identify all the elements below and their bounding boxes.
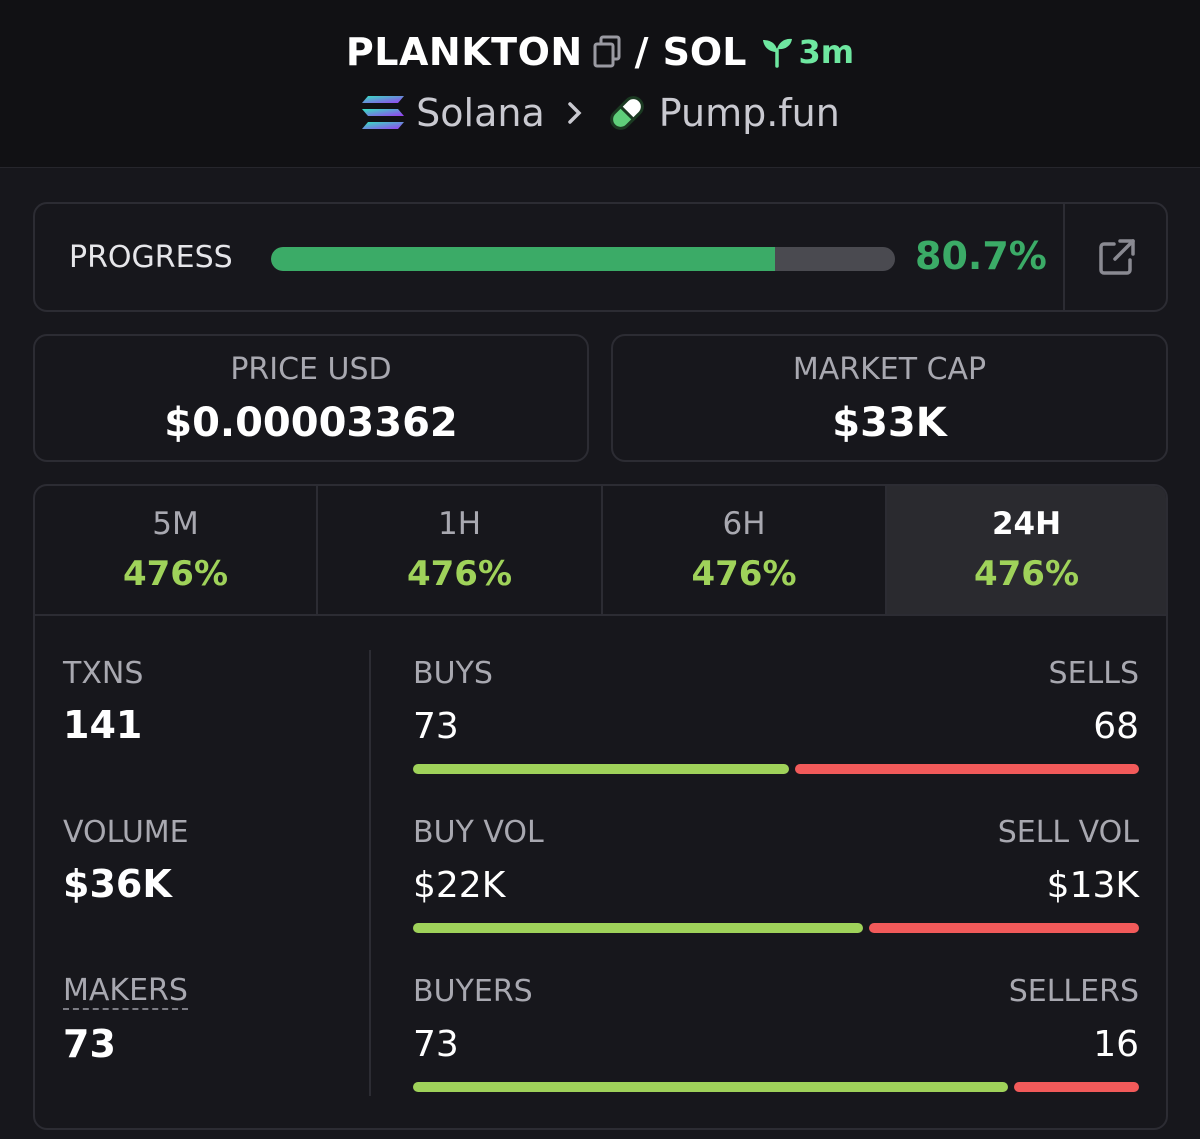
sell-bar <box>869 923 1139 933</box>
solana-logo-icon <box>360 94 406 132</box>
pair-age: 3m <box>760 33 854 71</box>
pair-separator: / <box>634 30 649 74</box>
tab-change: 476% <box>406 554 513 594</box>
volume-metric: VOLUME $36K <box>63 815 189 906</box>
makers-label[interactable]: MAKERS <box>63 973 188 1010</box>
tab-change: 476% <box>691 554 797 594</box>
volume-value: $36K <box>63 862 172 906</box>
price-usd-label: PRICE USD <box>230 352 392 387</box>
timeframe-stats-card: 5M 476% 1H 476% 6H 476% 24H 476% TXNS 14… <box>33 484 1168 1130</box>
sell-bar <box>1014 1082 1139 1092</box>
market-cap-value: $33K <box>832 400 947 446</box>
buy-sell-volume-bar <box>413 923 1139 933</box>
tab-5m[interactable]: 5M 476% <box>35 486 316 614</box>
buy-vol-label: BUY VOL <box>413 815 544 850</box>
buy-vol-value: $22K <box>413 865 506 906</box>
timeframe-tabs: 5M 476% 1H 476% 6H 476% 24H 476% <box>35 486 1166 616</box>
sellers-label: SELLERS <box>1008 974 1139 1009</box>
volume-label: VOLUME <box>63 815 189 850</box>
pair-title: PLANKTON / SOL 3m <box>0 24 1200 80</box>
external-link-icon <box>1098 239 1135 275</box>
buys-value: 73 <box>413 706 459 747</box>
quote-symbol: SOL <box>662 30 747 74</box>
price-usd-card: PRICE USD $0.00003362 <box>33 334 589 462</box>
tab-label: 5M <box>152 506 199 542</box>
tab-1h[interactable]: 1H 476% <box>316 486 601 614</box>
sell-vol-label: SELL VOL <box>997 815 1139 850</box>
makers-value: 73 <box>63 1022 116 1066</box>
price-usd-value: $0.00003362 <box>164 400 458 446</box>
buyers-sellers-bar <box>413 1082 1139 1092</box>
chevron-right-icon <box>567 101 583 125</box>
market-cap-label: MARKET CAP <box>792 352 987 387</box>
column-divider <box>369 650 371 1096</box>
buy-bar <box>413 923 864 933</box>
progress-bar-fill <box>271 247 775 271</box>
buys-label: BUYS <box>413 656 493 691</box>
txns-label: TXNS <box>63 656 144 691</box>
market-cap-card: MARKET CAP $33K <box>611 334 1168 462</box>
buyers-sellers-row: BUYERS SELLERS 73 16 <box>413 974 1139 1104</box>
progress-label: PROGRESS <box>69 240 233 275</box>
header: PLANKTON / SOL 3m <box>0 0 1200 168</box>
tab-label: 1H <box>437 506 482 542</box>
dex-link[interactable]: Pump.fun <box>658 91 840 135</box>
tab-label: 24H <box>991 506 1062 542</box>
progress-value: 80.7% <box>915 234 1047 278</box>
buy-sell-volume-row: BUY VOL SELL VOL $22K $13K <box>413 815 1139 945</box>
tab-6h[interactable]: 6H 476% <box>601 486 885 614</box>
pill-icon <box>605 91 649 135</box>
chain-link[interactable]: Solana <box>416 91 545 135</box>
buyers-label: BUYERS <box>413 974 533 1009</box>
tab-label: 6H <box>722 506 766 542</box>
buy-sell-ratio-bar <box>413 764 1139 774</box>
sell-bar <box>795 764 1139 774</box>
makers-metric: MAKERS 73 <box>63 974 188 1066</box>
buyers-value: 73 <box>413 1024 459 1065</box>
tab-change: 476% <box>122 554 229 594</box>
breadcrumb: Solana Pump.fun <box>0 86 1200 140</box>
sellers-value: 16 <box>1093 1024 1139 1065</box>
divider <box>1063 204 1065 310</box>
external-link-button[interactable] <box>1065 204 1168 310</box>
token-symbol: PLANKTON <box>345 30 583 74</box>
sells-label: SELLS <box>1048 656 1139 691</box>
buys-sells-row: BUYS SELLS 73 68 <box>413 656 1139 786</box>
txns-value: 141 <box>63 703 143 747</box>
buy-bar <box>413 1082 1009 1092</box>
sells-value: 68 <box>1093 706 1139 747</box>
txns-metric: TXNS 141 <box>63 656 143 747</box>
tab-24h[interactable]: 24H 476% <box>885 486 1166 614</box>
seedling-icon <box>763 38 793 68</box>
summary-metrics: TXNS 141 VOLUME $36K MAKERS 73 <box>63 616 363 1126</box>
sell-vol-value: $13K <box>1046 865 1139 906</box>
tab-change: 476% <box>973 554 1080 594</box>
progress-bar <box>271 247 895 271</box>
pair-age-text: 3m <box>798 33 855 71</box>
buy-bar <box>413 764 790 774</box>
bonding-progress-card: PROGRESS 80.7% <box>33 202 1168 312</box>
copy-icon[interactable] <box>593 35 623 69</box>
